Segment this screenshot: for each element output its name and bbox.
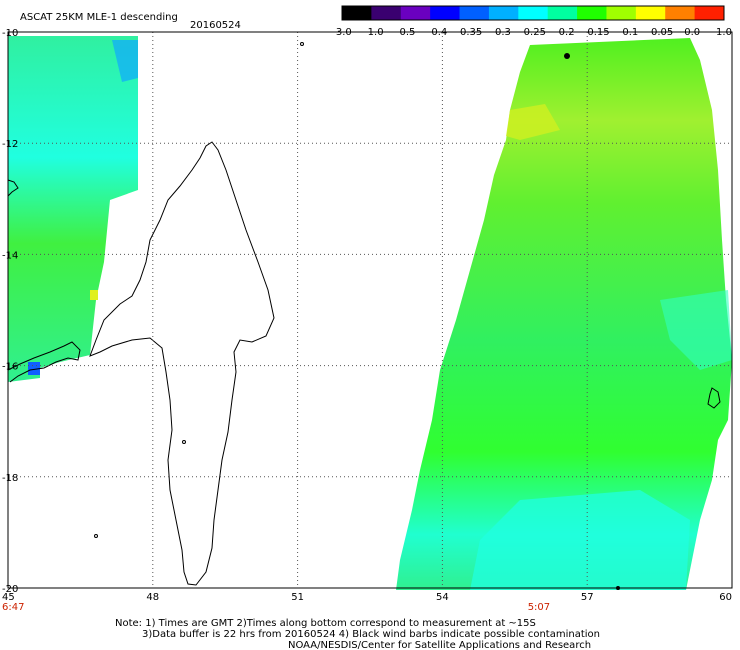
lon-tick-label: 54 — [436, 592, 449, 603]
lon-tick-label: 60 — [719, 592, 732, 603]
island-small-3 — [300, 42, 304, 46]
lon-tick-label: 57 — [581, 592, 594, 603]
time-label: 5:07 — [528, 602, 550, 613]
lon-tick-label: 51 — [291, 592, 304, 603]
colorbar-swatch — [488, 6, 519, 20]
right-swath-cyan-patch — [470, 490, 690, 590]
time-label: 6:47 — [2, 602, 24, 613]
island-small-2 — [94, 534, 98, 538]
colorbar-frame — [341, 5, 725, 21]
coastline-africa-north — [7, 179, 19, 197]
left-swath-blue-patch — [112, 40, 138, 82]
map-panel: 45 48 51 54 57 60 -10 -12 -14 -16 -18 -20 6:47 5:07 — [2, 28, 733, 613]
colorbar-swatch — [665, 6, 696, 20]
lat-tick-label: -18 — [2, 473, 18, 484]
footer-note-line2: 3)Data buffer is 22 hrs from 20160524 4)… — [142, 629, 600, 640]
island-east — [707, 387, 721, 409]
lat-tick-label: -16 — [2, 362, 18, 373]
colorbar-swatch — [547, 6, 578, 20]
lon-tick-label: 48 — [146, 592, 159, 603]
map-frame — [7, 31, 733, 589]
gridlines — [8, 32, 732, 588]
lat-tick-label: -14 — [2, 250, 18, 261]
colorbar-swatch — [400, 6, 431, 20]
footer-note-line1: Note: 1) Times are GMT 2)Times along bot… — [115, 618, 536, 629]
colorbar-swatch — [635, 6, 666, 20]
lon-tick-labels: 45 48 51 54 57 60 — [2, 592, 732, 603]
lat-tick-label: -12 — [2, 139, 18, 150]
colorbar: -3.0 -1.0 -0.5 -0.4 -0.35 -0.3 -0.25 -0.2 -0.15-… — [332, 5, 732, 38]
colorbar-swatch — [694, 6, 725, 20]
left-swath — [8, 36, 138, 382]
colorbar-swatch — [606, 6, 637, 20]
colorbar-swatch — [342, 6, 372, 20]
left-swath-yellow-dot — [90, 290, 98, 300]
footer-credit: NOAA/NESDIS/Center for Satellite Applica… — [288, 640, 591, 650]
coastline-mozambique — [7, 341, 81, 383]
island-comoros — [564, 53, 570, 59]
colorbar-swatch — [459, 6, 490, 20]
right-swath-cyan-edge — [660, 290, 732, 370]
colorbar-swatch — [430, 6, 461, 20]
lat-tick-label: -10 — [2, 28, 18, 39]
colorbar-swatch — [518, 6, 549, 20]
header-title: ASCAT 25KM MLE-1 descending — [20, 12, 178, 23]
colorbar-swatch — [371, 6, 402, 20]
coastline-madagascar — [89, 141, 275, 586]
lat-tick-label: -20 — [2, 584, 18, 595]
lon-tick-label: 45 — [2, 592, 15, 603]
right-swath-yellow-patch — [506, 104, 560, 140]
time-labels: 6:47 5:07 — [2, 602, 550, 613]
island-small-1 — [182, 440, 186, 444]
lat-tick-labels: -10 -12 -14 -16 -18 -20 — [2, 28, 18, 595]
right-swath — [396, 38, 732, 590]
colorbar-swatch — [577, 6, 607, 20]
header-date: 20160524 — [190, 20, 241, 31]
